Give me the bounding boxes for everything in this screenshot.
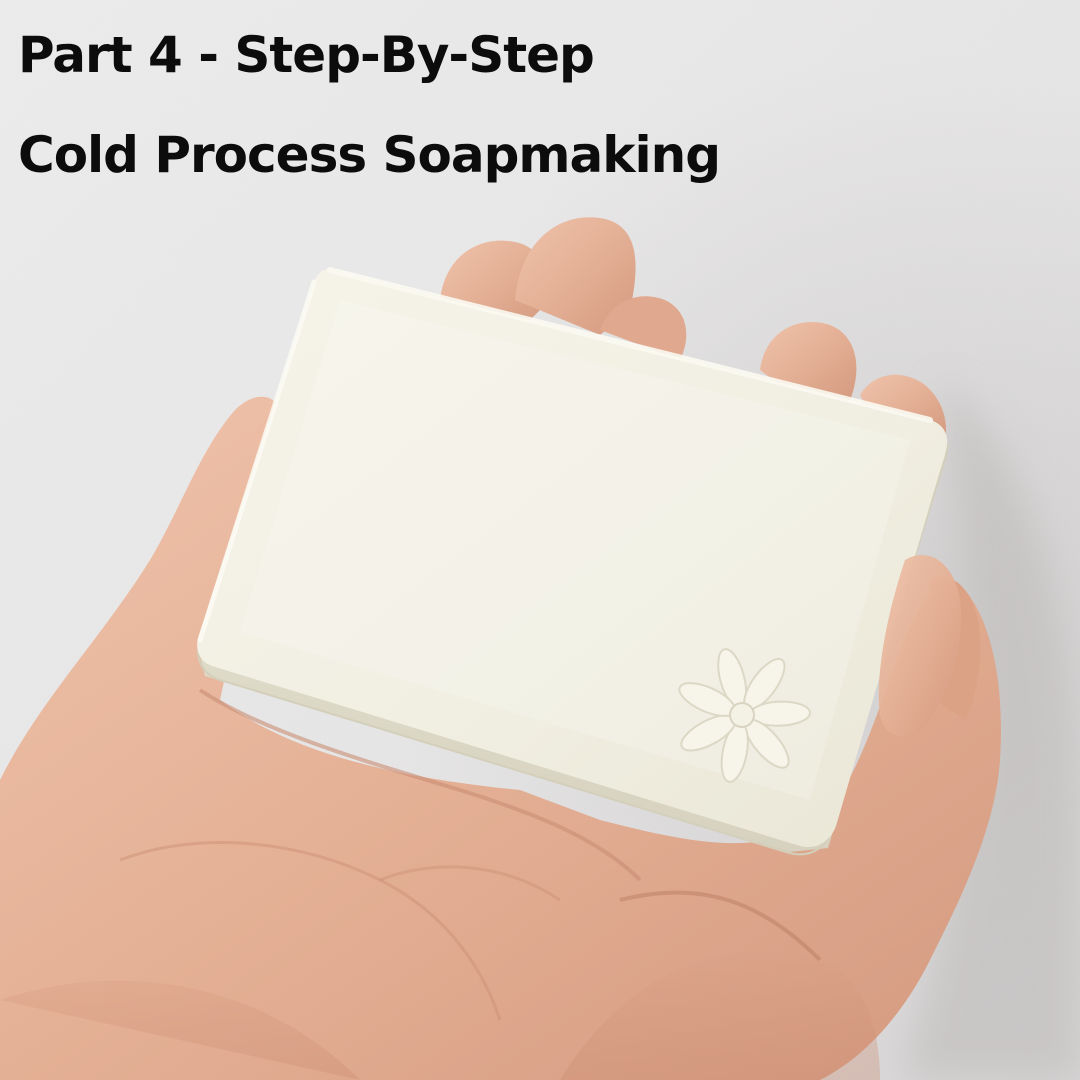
title-line-1: Part 4 - Step-By-Step bbox=[18, 26, 595, 84]
soap-bar bbox=[197, 267, 949, 856]
flower-icon bbox=[678, 648, 811, 783]
title-line-2: Cold Process Soapmaking bbox=[18, 126, 721, 184]
